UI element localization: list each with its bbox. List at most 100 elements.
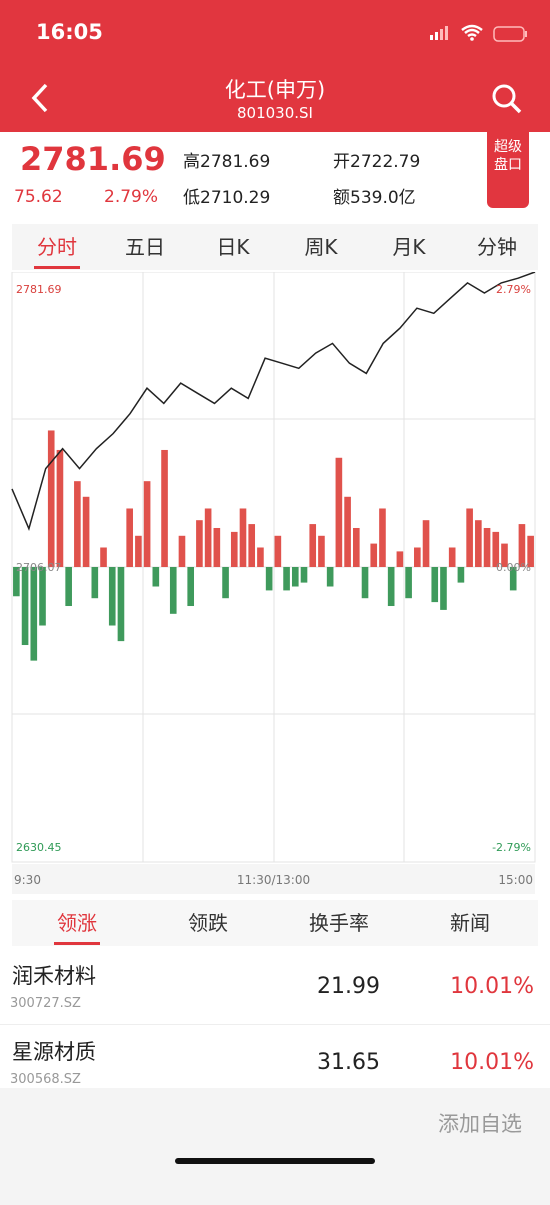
amount: 额539.0亿 — [333, 183, 416, 208]
flow-bar — [161, 449, 168, 567]
flow-bar — [387, 567, 395, 607]
flow-bar — [39, 567, 46, 626]
stock-code: 300727.SZ — [10, 996, 81, 1011]
open-label: 开 — [333, 152, 350, 172]
flow-bar — [457, 567, 465, 583]
amount-label: 额 — [333, 188, 350, 208]
list-tab[interactable]: 领跌 — [188, 911, 228, 935]
flow-bar — [204, 508, 212, 567]
flow-bar — [257, 547, 264, 567]
stock-pct: 10.01% — [450, 974, 534, 999]
high: 高2781.69 — [183, 147, 270, 172]
y2-tick-label: 2.79% — [496, 283, 531, 296]
flow-bar — [239, 508, 247, 567]
x-tick-label: 15:00 — [498, 873, 533, 887]
flow-bar — [21, 567, 29, 646]
price: 2781.69 — [20, 140, 166, 178]
period-tab[interactable]: 分时 — [37, 235, 77, 259]
flow-bar — [501, 543, 508, 567]
flow-bar — [309, 524, 317, 567]
y-tick-label: 2706.07 — [16, 561, 62, 574]
flow-bar — [213, 527, 221, 567]
flow-bar — [283, 567, 290, 591]
badge-text: 盘口 — [494, 157, 522, 173]
flow-bar — [527, 535, 534, 567]
flow-bar — [178, 535, 186, 567]
flow-bar — [492, 531, 500, 567]
flow-bar — [108, 567, 116, 626]
price-line — [11, 272, 536, 531]
stock-pct: 10.01% — [450, 1050, 534, 1075]
flow-bar — [440, 567, 447, 610]
flow-bar — [74, 481, 81, 567]
badge-text: 超级 — [494, 139, 522, 155]
flow-bar — [405, 567, 412, 599]
stock-code: 300568.SZ — [10, 1072, 81, 1087]
flow-bar — [361, 567, 369, 599]
bottom-bar: 添加自选 — [0, 1088, 550, 1205]
search-button[interactable] — [490, 82, 524, 116]
period-tab[interactable]: 日K — [216, 235, 250, 259]
flow-bar — [518, 524, 526, 567]
list-tab[interactable]: 换手率 — [309, 911, 369, 935]
flow-bar — [230, 531, 238, 567]
y-tick-label: 2630.45 — [16, 841, 62, 854]
flow-bar — [509, 567, 517, 591]
flow-bar — [126, 508, 133, 567]
flow-bar — [169, 567, 177, 614]
super-panel-badge[interactable]: 超级 盘口 — [487, 130, 529, 208]
status-icons — [430, 24, 527, 42]
flow-bar — [414, 547, 421, 567]
flow-bar — [82, 496, 90, 567]
flow-bar — [248, 524, 256, 567]
flow-bar — [222, 567, 229, 599]
high-value: 2781.69 — [200, 152, 271, 172]
period-tab[interactable]: 五日 — [125, 235, 165, 259]
period-tabs: 分时 五日 日K 周K 月K 分钟 — [12, 224, 538, 270]
flow-bar — [30, 567, 38, 661]
flow-bar — [483, 527, 491, 567]
title: 化工(申万) — [224, 78, 326, 102]
flow-bar — [100, 547, 107, 567]
flow-bar — [291, 567, 299, 587]
low-value: 2710.29 — [200, 188, 271, 208]
change: 75.62 — [14, 187, 63, 207]
flow-bar — [143, 481, 151, 567]
high-label: 高 — [183, 152, 200, 172]
period-tab[interactable]: 分钟 — [477, 235, 517, 259]
chart: 2630.45 2706.07 2781.69 -2.79% 0.00% 2.79% 9:3… — [11, 272, 536, 894]
stock-price: 21.99 — [317, 974, 380, 999]
add-watchlist[interactable]: 添加自选 — [438, 1112, 522, 1136]
list-tab[interactable]: 领涨 — [57, 911, 97, 935]
open: 开2722.79 — [333, 147, 420, 172]
flow-bar — [344, 496, 351, 567]
flow-bar — [91, 567, 99, 599]
home-indicator — [175, 1158, 375, 1164]
period-tab[interactable]: 月K — [392, 235, 426, 259]
flow-bar — [117, 567, 125, 642]
flow-bar — [475, 520, 482, 567]
flow-bar — [274, 535, 282, 567]
clock: 16:05 — [36, 20, 103, 44]
flow-bar — [326, 567, 334, 587]
y-tick-label: 2781.69 — [16, 283, 62, 296]
period-tab[interactable]: 周K — [304, 235, 338, 259]
flow-bar — [56, 449, 64, 567]
status-bar: 16:05 — [0, 0, 550, 62]
low-label: 低 — [183, 188, 200, 208]
flow-bar — [135, 535, 142, 567]
stock-name: 星源材质 — [12, 1040, 96, 1064]
flow-bar — [65, 567, 72, 607]
y2-tick-label: 0.00% — [496, 561, 531, 574]
open-value: 2722.79 — [350, 152, 421, 172]
stock-row[interactable]: 润禾材料 300727.SZ 21.99 10.01% — [0, 948, 550, 1025]
back-button[interactable] — [28, 82, 52, 114]
list-tab[interactable]: 新闻 — [450, 911, 490, 935]
flow-bar — [187, 567, 195, 607]
low: 低2710.29 — [183, 183, 270, 208]
flow-bar — [13, 567, 20, 597]
active-underline — [54, 942, 100, 945]
flow-bar — [335, 457, 343, 567]
flow-bar — [396, 551, 404, 567]
